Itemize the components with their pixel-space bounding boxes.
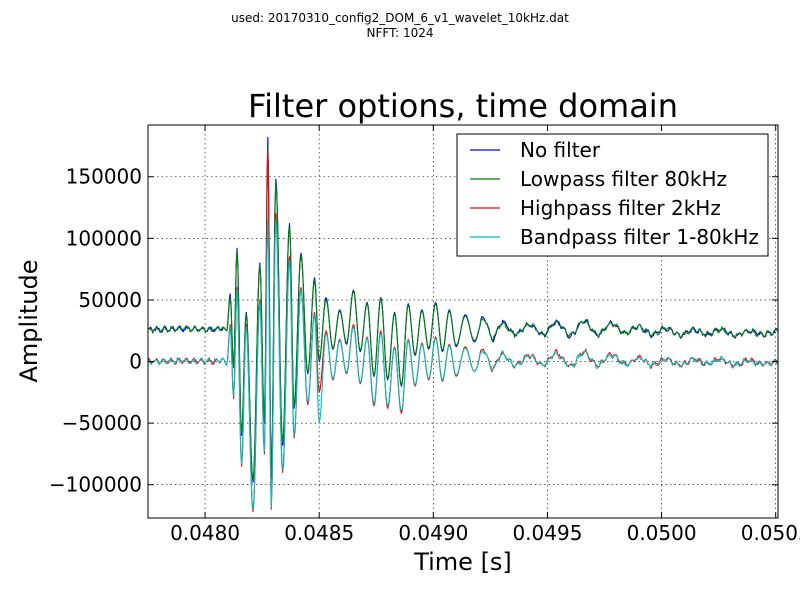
chart-title: Filter options, time domain [248, 87, 678, 125]
x-tick-label: 0.0495 [512, 521, 582, 545]
y-tick-label: −100000 [49, 473, 142, 497]
y-tick-label: −50000 [62, 411, 142, 435]
y-tick-label: 150000 [66, 165, 142, 189]
suptitle-line-1: used: 20170310_config2_DOM_6_v1_wavelet_… [231, 11, 569, 25]
x-tick-label: 0.0500 [627, 521, 697, 545]
y-tick-label: 0 [129, 350, 142, 374]
y-tick-label: 100000 [66, 226, 142, 250]
legend-box [456, 133, 769, 257]
y-axis-label: Amplitude [15, 260, 43, 383]
legend-label-0: No filter [520, 138, 601, 162]
legend-label-3: Bandpass filter 1-80kHz [520, 225, 759, 249]
x-tick-label: 0.0480 [170, 521, 240, 545]
x-tick-label: 0.0485 [284, 521, 354, 545]
legend: No filter Lowpass filter 80kHz Highpass fi… [456, 133, 769, 257]
x-tick-label: 0.0505 [741, 521, 800, 545]
ticks: 0.0480 0.0485 0.0490 0.0495 0.0500 0.0505 −100… [49, 125, 800, 545]
legend-label-2: Highpass filter 2kHz [520, 196, 721, 220]
series-line-1 [148, 145, 778, 481]
series-layer [148, 136, 778, 513]
plot-frame [147, 124, 779, 519]
x-tick-label: 0.0490 [398, 521, 468, 545]
suptitle-line-2: NFFT: 1024 [367, 26, 434, 40]
legend-label-1: Lowpass filter 80kHz [520, 167, 727, 191]
y-tick-label: 50000 [78, 288, 142, 312]
x-axis-label: Time [s] [413, 548, 512, 576]
series-line-3 [148, 219, 778, 510]
